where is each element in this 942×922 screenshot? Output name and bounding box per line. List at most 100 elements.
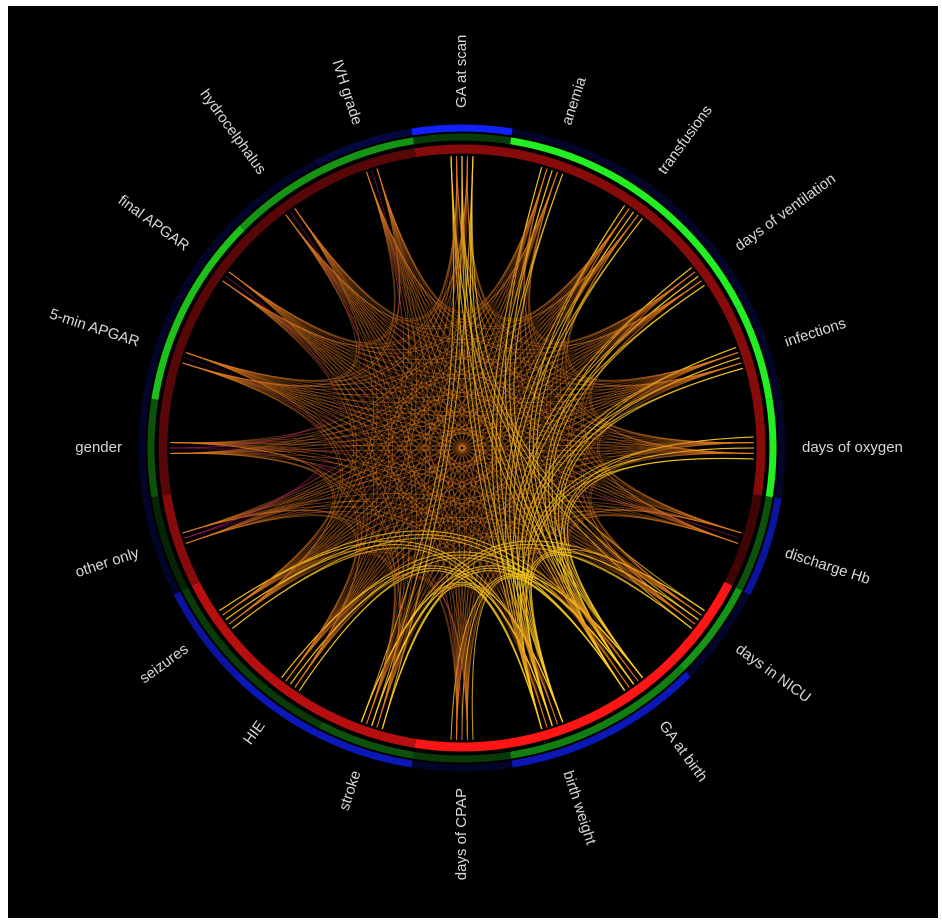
chord-transfusions-birth_weight (504, 205, 626, 730)
chord-days_cpap-other_only (184, 511, 463, 741)
chord-transfusions-days_nicu (549, 214, 702, 616)
chord-days_cpap-hydrocelphalus (285, 214, 458, 740)
chord-infections-five_min_apgar (182, 362, 742, 417)
chord-days_vent-ivh_grade (366, 171, 702, 354)
chord-days_cpap-final_apgar (222, 280, 458, 740)
chord-stroke-ivh_grade (376, 168, 431, 728)
chord-discharge_hb-days_cpap (466, 514, 739, 740)
chord-infections-ivh_grade (376, 168, 739, 385)
chord-diagram: GA at scan anemia transfusions days of vent… (47, 35, 903, 881)
chord-transfusions-other_only (185, 214, 639, 544)
chord-transfusions-ga_birth (532, 211, 635, 685)
chord-ga_scan-hie (294, 156, 468, 688)
ring-blue-segment-stroke (315, 730, 413, 768)
chord-days_oxygen-hydrocelphalus (285, 214, 754, 454)
chord-anemia-hydrocelphalus (294, 168, 548, 327)
chord-anemia-birth_weight (499, 173, 564, 723)
chord-anemia-seizures (228, 171, 558, 625)
ring-blue-segment-days_oxygen (774, 397, 786, 499)
chord-days_oxygen-seizures (228, 452, 754, 625)
chord-anemia-days_nicu (515, 168, 696, 625)
chord-anemia-gender (170, 171, 558, 454)
chord-hie-final_apgar (222, 280, 375, 682)
chord-anemia-birth_weight (495, 170, 553, 726)
chord-birth_weight-five_min_apgar (182, 362, 548, 728)
label-gender: gender (75, 439, 122, 456)
ring-blue-segment-days_vent (685, 219, 751, 305)
chord-days_oxygen-other_only (185, 452, 754, 544)
ring-blue-segment-five_min_apgar (142, 301, 180, 399)
label-other_only: other only (73, 544, 141, 581)
chord-hie-other_only (182, 509, 360, 688)
chord-days_nicu-ivh_grade (376, 168, 702, 616)
chord-ga_scan-seizures (228, 156, 468, 625)
chord-seizures-final_apgar (228, 271, 357, 625)
chord-days_nicu-five_min_apgar (182, 362, 696, 625)
ring-green-segment-ivh_grade (319, 137, 414, 175)
chord-transfusions-hie (294, 214, 639, 688)
ring-blue-segment-days_nicu (685, 591, 751, 677)
chord-stroke-other_only (182, 509, 401, 728)
chord-discharge_hb-seizures (222, 492, 742, 616)
chord-infections-gender (170, 352, 739, 444)
chord-discharge_hb-five_min_apgar (182, 362, 739, 544)
chord-transfusions-stroke (366, 208, 630, 725)
label-stroke: stroke (336, 769, 365, 813)
ring-green-segment-days_nicu (679, 587, 743, 671)
chord-ga_birth-ivh_grade (366, 171, 630, 688)
chord-transfusions-five_min_apgar (182, 214, 639, 395)
chord-transfusions-ivh_grade (366, 171, 639, 330)
chord-anemia-five_min_apgar (182, 171, 558, 391)
chord-other_only-five_min_apgar (184, 357, 327, 539)
chord-ga_birth-other_only (185, 505, 630, 688)
chord-discharge_hb-days_cpap (456, 508, 742, 740)
chord-other_only-final_apgar (184, 276, 342, 539)
ring-red-segment-days_oxygen (752, 400, 766, 496)
chord-days_cpap-hydrocelphalus (294, 208, 468, 740)
chord-transfusions-hydrocelphalus (285, 214, 639, 343)
ring-blue-segment-ivh_grade (315, 128, 413, 166)
chord-days_oxygen-final_apgar (228, 271, 754, 444)
chord-discharge_hb-stroke (376, 511, 739, 728)
chord-other_only-hydrocelphalus (184, 211, 366, 539)
chord-birth_weight-ivh_grade (376, 168, 558, 725)
chord-ga_birth-five_min_apgar (182, 362, 630, 688)
chord-birth_weight-gender (170, 442, 558, 725)
chord-ga_birth-five_min_apgar (185, 352, 639, 682)
chord-anemia-hie (294, 171, 558, 688)
chord-birth_weight-seizures (225, 543, 553, 726)
chord-gender-hydrocelphalus (169, 211, 361, 449)
chord-days_oxygen-five_min_apgar (182, 362, 754, 454)
ring-green-segment-seizures (181, 587, 245, 671)
chord-discharge_hb-birth_weight (529, 515, 739, 725)
chord-ga_birth-other_only (182, 501, 639, 682)
chord-ga_scan-seizures (222, 156, 458, 616)
chord-anemia-discharge_hb (525, 171, 742, 534)
chord-ga_scan-birth_weight (469, 156, 564, 723)
chord-infections-hydrocelphalus (285, 214, 742, 395)
chord-infections-ivh_grade (366, 171, 742, 391)
chord-transfusions-discharge_hb (556, 208, 739, 544)
ring-green-segment-days_oxygen (765, 398, 777, 498)
chord-days_nicu-hydrocelphalus (294, 208, 702, 616)
chord-stroke-five_min_apgar (182, 362, 399, 725)
chord-days_vent-five_min_apgar (185, 271, 696, 399)
chord-stroke-seizures (228, 553, 396, 725)
chord-five_min_apgar-hydrocelphalus (182, 208, 360, 387)
label-days_cpap: days of CPAP (453, 788, 470, 880)
chord-days_vent-days_cpap (466, 280, 702, 740)
chord-days_oxygen-stroke (366, 442, 754, 725)
ring-red-segment-ga_birth (595, 656, 677, 719)
chord-days_cpap-seizures (222, 548, 468, 740)
chord-other_only-ivh_grade (184, 170, 402, 539)
chord-days_oxygen-hie (294, 452, 754, 688)
chord-birth_weight-other_only (182, 505, 558, 725)
chord-days_oxygen-stroke (376, 452, 754, 728)
chord-seizures-gender (170, 442, 336, 625)
chord-transfusions-infections (567, 214, 739, 382)
chord-days_vent-gender (170, 280, 702, 454)
chord-birth_weight-hydrocelphalus (285, 214, 548, 728)
chord-infections-gender (170, 362, 742, 454)
chord-transfusions-hydrocelphalus (294, 208, 630, 340)
ring-green-segment-other_only (151, 496, 189, 591)
